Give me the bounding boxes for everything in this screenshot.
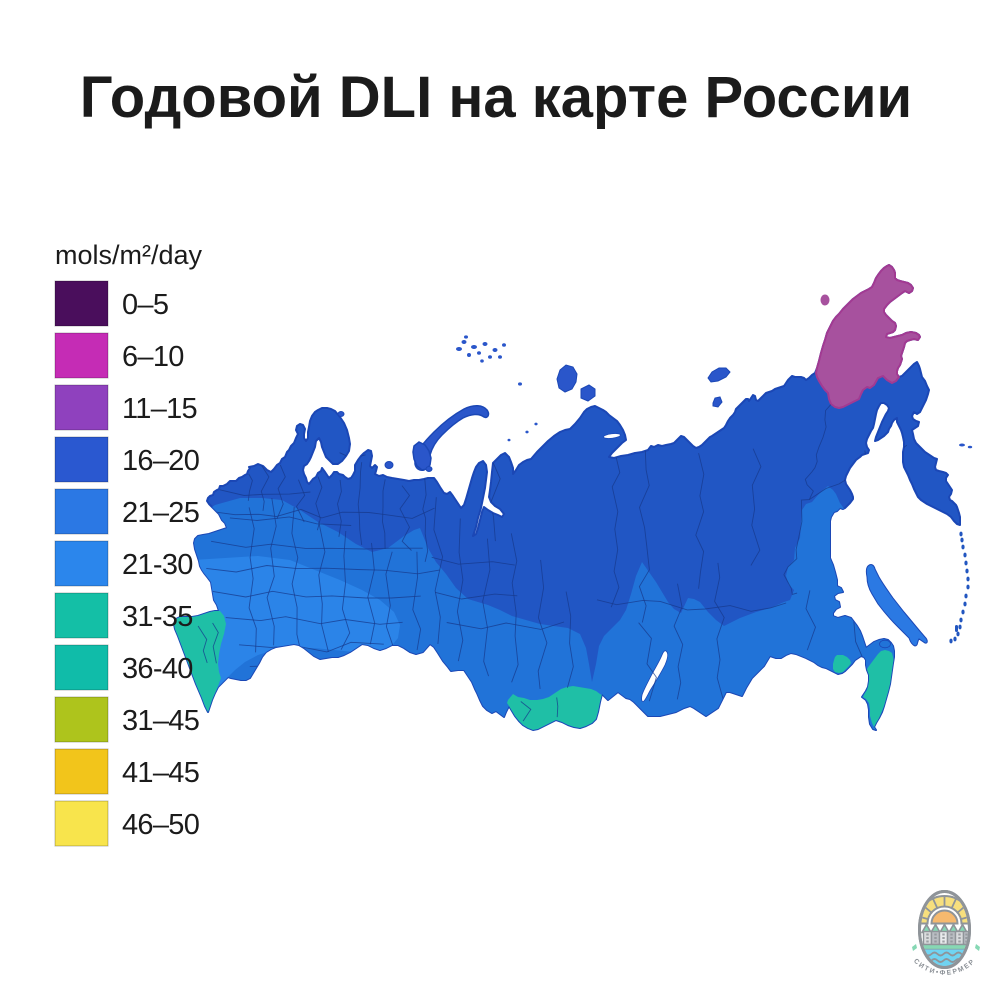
svg-text:21–25: 21–25 [122,497,199,529]
svg-text:6–10: 6–10 [122,341,184,373]
svg-text:0–5: 0–5 [122,289,168,321]
svg-text:16–20: 16–20 [122,445,199,477]
svg-text:31–45: 31–45 [122,705,199,737]
svg-text:mols/m²/day: mols/m²/day [55,240,203,270]
svg-text:36-40: 36-40 [122,653,193,685]
svg-text:Годовой DLI на карте России: Годовой DLI на карте России [80,65,912,130]
svg-text:11–15: 11–15 [122,393,197,425]
svg-text:31-35: 31-35 [122,601,193,633]
svg-text:41–45: 41–45 [122,757,199,789]
svg-text:46–50: 46–50 [122,809,199,841]
svg-text:21-30: 21-30 [122,549,193,581]
